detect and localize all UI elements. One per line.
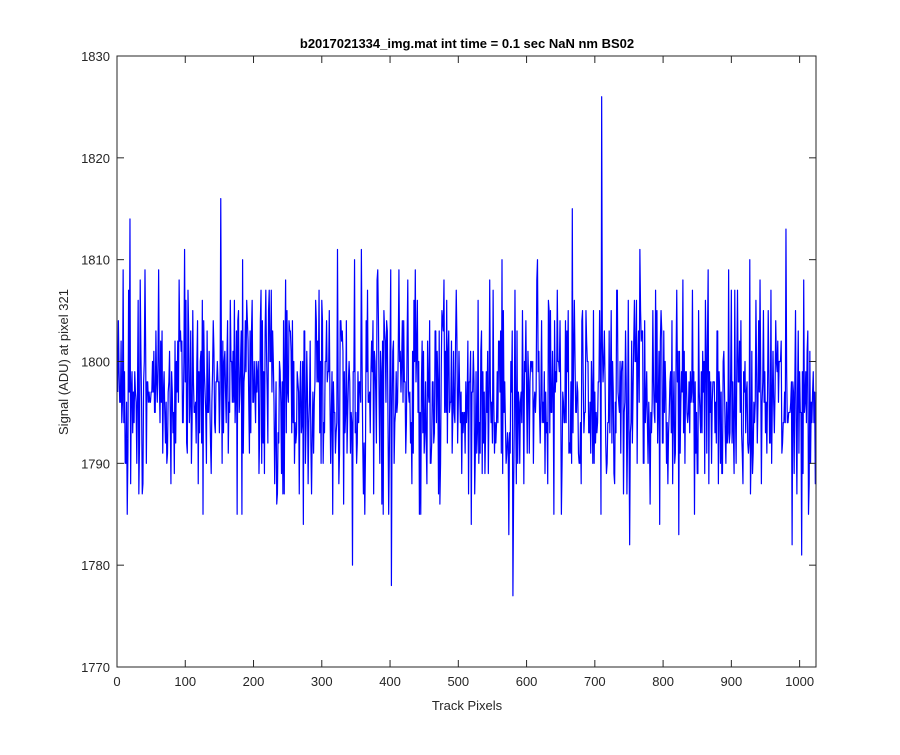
y-axis-label: Signal (ADU) at pixel 321 — [56, 289, 71, 435]
x-tick-label: 0 — [113, 674, 120, 689]
x-tick-label: 600 — [516, 674, 538, 689]
x-axis-label: Track Pixels — [432, 698, 503, 713]
chart-title: b2017021334_img.mat int time = 0.1 sec N… — [300, 36, 634, 51]
x-tick-label: 400 — [379, 674, 401, 689]
y-tick-label: 1790 — [81, 456, 110, 471]
series-line — [117, 96, 817, 597]
x-tick-label: 500 — [447, 674, 469, 689]
y-tick-label: 1810 — [81, 253, 110, 268]
y-tick-label: 1770 — [81, 660, 110, 675]
x-tick-label: 1000 — [785, 674, 814, 689]
x-tick-label: 900 — [721, 674, 743, 689]
y-tick-label: 1830 — [81, 49, 110, 64]
x-tick-label: 700 — [584, 674, 606, 689]
y-tick-label: 1800 — [81, 355, 110, 370]
x-tick-label: 100 — [174, 674, 196, 689]
y-tick-label: 1780 — [81, 558, 110, 573]
x-tick-label: 800 — [652, 674, 674, 689]
x-tick-label: 200 — [243, 674, 265, 689]
x-tick-label: 300 — [311, 674, 333, 689]
y-tick-label: 1820 — [81, 151, 110, 166]
